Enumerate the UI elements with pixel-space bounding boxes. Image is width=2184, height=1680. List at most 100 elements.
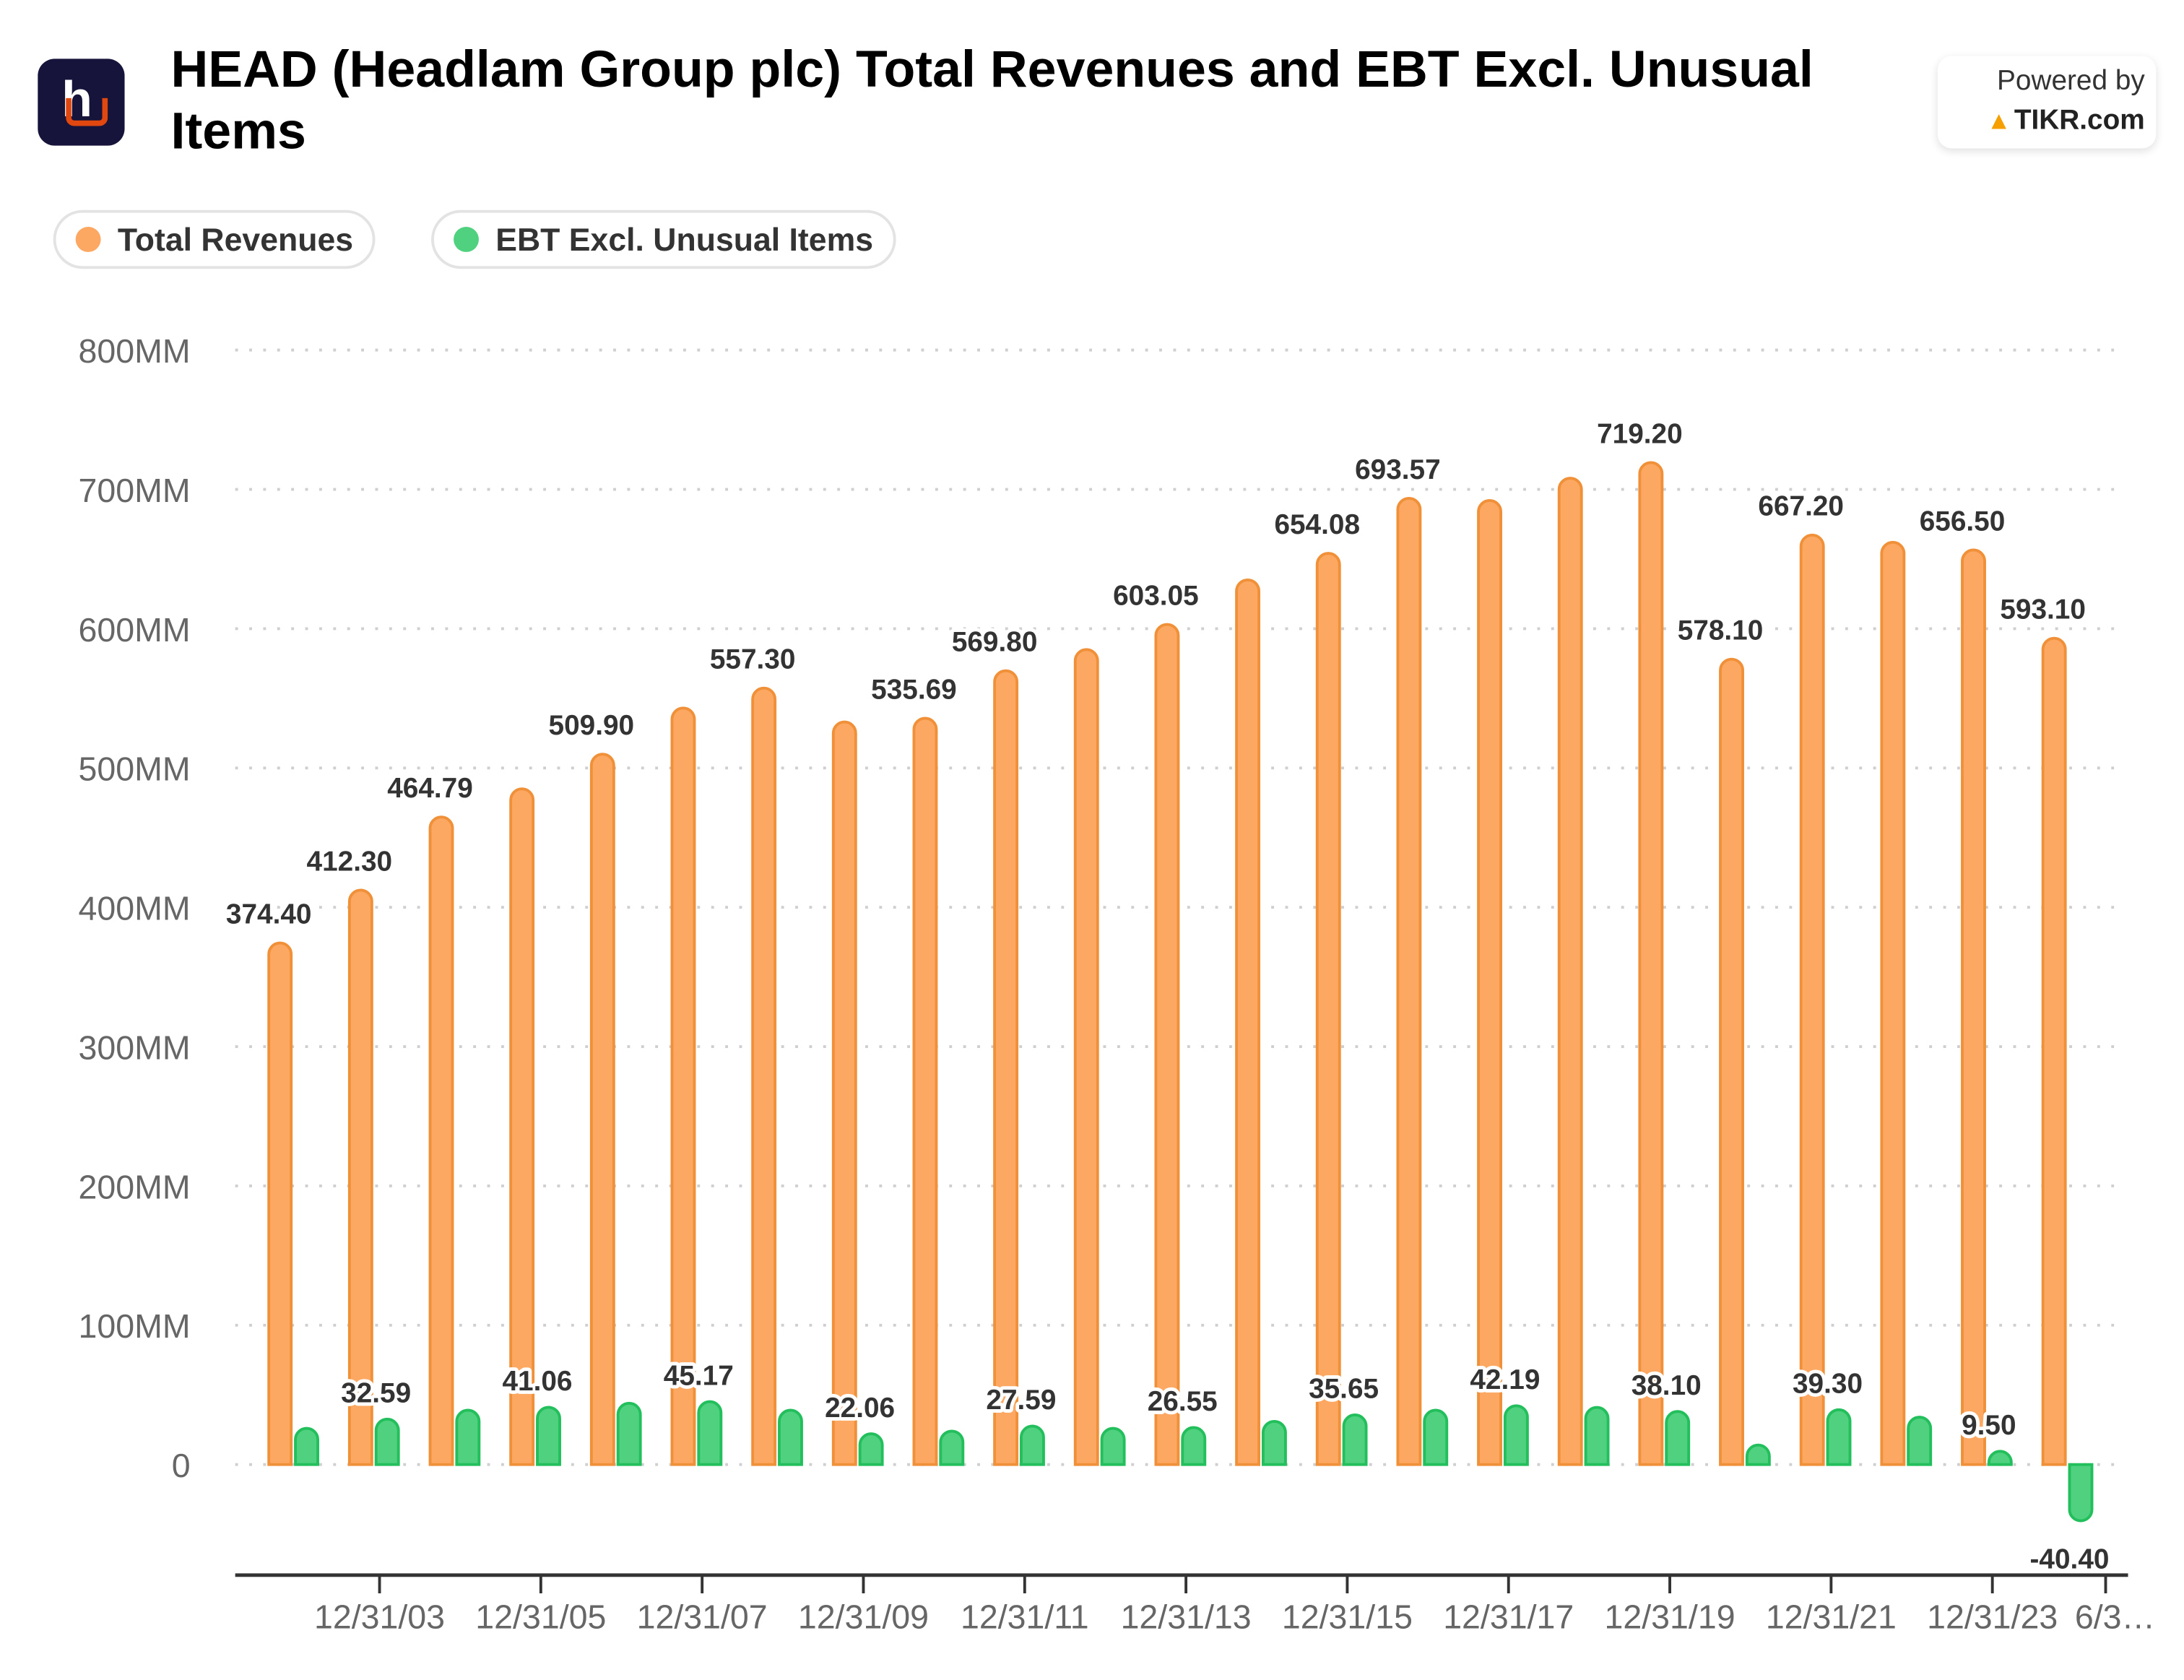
x-tick-label: 12/31/15 bbox=[1282, 1598, 1413, 1635]
ebt-bar bbox=[1745, 1443, 1771, 1466]
revenue-bar bbox=[1719, 657, 1744, 1466]
ebt-bar bbox=[1100, 1426, 1126, 1466]
powered-by-badge[interactable]: Powered by ▲ TIKR.com bbox=[1937, 56, 2157, 149]
data-label: 412.30 bbox=[307, 846, 393, 877]
x-tick-label: 12/31/07 bbox=[637, 1598, 768, 1635]
revenue-bar bbox=[1073, 648, 1099, 1466]
data-label: 535.69 bbox=[871, 674, 957, 705]
legend-dot-icon bbox=[454, 227, 479, 252]
data-label: 593.10 bbox=[2000, 594, 2086, 625]
revenue-bar bbox=[267, 941, 293, 1466]
data-label: 374.40 bbox=[226, 899, 312, 930]
powered-by-label: Powered by bbox=[1997, 66, 2145, 97]
ebt-bar bbox=[374, 1417, 400, 1466]
revenue-bar bbox=[1235, 579, 1261, 1466]
ebt-bar bbox=[1826, 1408, 1852, 1466]
ebt-bar bbox=[1261, 1420, 1287, 1466]
company-logo: h bbox=[38, 59, 125, 146]
ebt-bar bbox=[455, 1408, 481, 1466]
data-label: 656.50 bbox=[1920, 506, 2006, 537]
y-tick-label: 400MM bbox=[79, 890, 191, 927]
data-label: 39.30 bbox=[1793, 1369, 1863, 1400]
y-tick-label: 600MM bbox=[79, 611, 191, 649]
revenue-bar bbox=[1154, 623, 1180, 1466]
data-label: 26.55 bbox=[1148, 1386, 1218, 1417]
ebt-bar bbox=[1423, 1408, 1449, 1466]
revenue-bar bbox=[1880, 540, 1906, 1466]
ebt-bar bbox=[2068, 1463, 2094, 1523]
x-tick-label: 12/31/19 bbox=[1605, 1598, 1736, 1635]
data-label: 654.08 bbox=[1274, 509, 1360, 540]
ebt-bar bbox=[1181, 1426, 1207, 1466]
x-tick-label: 12/31/03 bbox=[314, 1598, 445, 1635]
revenue-bar bbox=[1396, 497, 1422, 1466]
revenue-bar bbox=[2041, 636, 2067, 1466]
revenue-bar bbox=[912, 716, 938, 1466]
data-label: 32.59 bbox=[341, 1378, 411, 1409]
data-label: 509.90 bbox=[549, 710, 635, 741]
data-label: 27.59 bbox=[986, 1385, 1056, 1416]
chart-title: HEAD (Headlam Group plc) Total Revenues … bbox=[170, 40, 1814, 160]
ebt-bar bbox=[536, 1406, 561, 1466]
ebt-bar bbox=[939, 1429, 965, 1466]
ebt-bar bbox=[1584, 1406, 1610, 1466]
y-tick-label: 800MM bbox=[79, 332, 191, 370]
ebt-bar bbox=[294, 1426, 319, 1466]
data-label: 578.10 bbox=[1678, 615, 1764, 646]
data-label: -40.40 bbox=[2030, 1544, 2110, 1575]
data-label: 557.30 bbox=[710, 644, 796, 675]
data-label: 42.19 bbox=[1470, 1364, 1540, 1395]
x-tick-label: 12/31/13 bbox=[1121, 1598, 1252, 1635]
data-label: 41.06 bbox=[502, 1366, 572, 1397]
revenue-bar bbox=[751, 686, 777, 1466]
x-tick-label: 12/31/11 bbox=[961, 1598, 1089, 1635]
data-label: 464.79 bbox=[387, 773, 473, 804]
x-tick-label: 6/3… bbox=[2075, 1598, 2155, 1635]
ebt-bar bbox=[1342, 1413, 1368, 1466]
y-tick-label: 700MM bbox=[79, 472, 191, 509]
revenue-bar bbox=[509, 787, 535, 1466]
y-tick-label: 200MM bbox=[79, 1168, 191, 1205]
tikr-logo-icon: ▲ bbox=[1986, 106, 2011, 135]
revenue-bar bbox=[428, 815, 454, 1466]
brand-name: TIKR.com bbox=[2014, 105, 2145, 137]
ebt-bar bbox=[1665, 1410, 1691, 1466]
data-label: 22.06 bbox=[825, 1393, 895, 1424]
revenue-bar bbox=[1315, 552, 1341, 1466]
legend-item-total-revenues[interactable]: Total Revenues bbox=[53, 209, 376, 269]
ebt-bar bbox=[1020, 1424, 1045, 1466]
data-label: 569.80 bbox=[952, 626, 1038, 657]
ebt-bar bbox=[616, 1401, 642, 1466]
revenue-bar bbox=[831, 720, 857, 1466]
data-label: 719.20 bbox=[1597, 418, 1683, 449]
y-tick-label: 300MM bbox=[79, 1029, 191, 1066]
x-tick-label: 12/31/09 bbox=[798, 1598, 929, 1635]
revenue-bar bbox=[1799, 533, 1825, 1466]
legend-dot-icon bbox=[75, 227, 101, 252]
ebt-bar bbox=[697, 1400, 723, 1466]
revenue-bar bbox=[1961, 548, 1986, 1466]
revenue-bar bbox=[1638, 461, 1664, 1466]
y-tick-label: 0 bbox=[172, 1447, 191, 1484]
data-label: 693.57 bbox=[1355, 454, 1441, 485]
legend-item-ebt[interactable]: EBT Excl. Unusual Items bbox=[431, 209, 896, 269]
data-label: 667.20 bbox=[1758, 491, 1844, 522]
ebt-bar bbox=[858, 1432, 884, 1466]
data-label: 9.50 bbox=[1962, 1410, 2016, 1441]
revenue-bar bbox=[993, 669, 1019, 1466]
ebt-bar bbox=[1987, 1450, 2013, 1466]
data-label: 38.10 bbox=[1632, 1370, 1702, 1401]
x-tick-label: 12/31/17 bbox=[1443, 1598, 1574, 1635]
ebt-bar bbox=[1907, 1416, 1933, 1466]
y-tick-label: 500MM bbox=[79, 750, 191, 788]
ebt-bar bbox=[778, 1408, 803, 1466]
revenue-bar bbox=[1557, 477, 1583, 1466]
revenue-bar bbox=[347, 888, 373, 1466]
revenue-bar bbox=[589, 753, 615, 1466]
x-tick-label: 12/31/21 bbox=[1766, 1598, 1897, 1635]
x-tick-label: 12/31/05 bbox=[475, 1598, 606, 1635]
ebt-bar bbox=[1503, 1404, 1529, 1466]
data-label: 603.05 bbox=[1113, 580, 1199, 611]
